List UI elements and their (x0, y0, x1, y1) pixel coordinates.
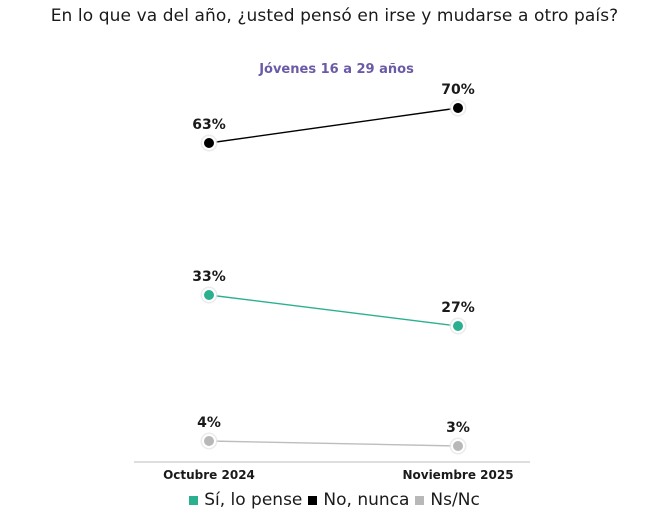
legend-label: Sí, lo pense (204, 490, 303, 510)
data-label: 27% (441, 300, 475, 316)
legend-item: Ns/Nc (415, 490, 480, 510)
data-label: 63% (192, 117, 226, 133)
data-point (451, 101, 465, 115)
data-point (451, 319, 465, 334)
chart-subtitle: Jóvenes 16 a 29 años (259, 62, 414, 77)
legend-item: No, nunca (308, 490, 409, 510)
line-chart: Octubre 2024 Noviembre 2025 33% 27% 63% 70% 4%… (134, 82, 530, 482)
series-line (208, 440, 459, 447)
legend-label: No, nunca (323, 490, 410, 510)
data-point (202, 288, 216, 302)
legend: Sí, lo pense No, nunca Ns/Nc (0, 490, 669, 510)
data-point (202, 136, 216, 150)
data-label: 3% (446, 420, 470, 436)
data-label: 4% (197, 415, 221, 431)
legend-swatch (415, 495, 425, 505)
data-label: 33% (192, 269, 226, 285)
data-label: 70% (441, 82, 475, 98)
x-tick-label: Noviembre 2025 (402, 468, 513, 482)
series-line (208, 107, 459, 144)
legend-swatch (308, 495, 318, 505)
legend-label: Ns/Nc (430, 490, 480, 510)
data-point (202, 434, 216, 448)
chart-title: En lo que va del año, ¿usted pensó en ir… (50, 6, 619, 26)
x-tick-label: Octubre 2024 (163, 468, 255, 482)
legend-item: Sí, lo pense (189, 490, 302, 510)
series-line (208, 294, 459, 327)
legend-swatch (189, 495, 199, 505)
data-point (451, 439, 465, 453)
